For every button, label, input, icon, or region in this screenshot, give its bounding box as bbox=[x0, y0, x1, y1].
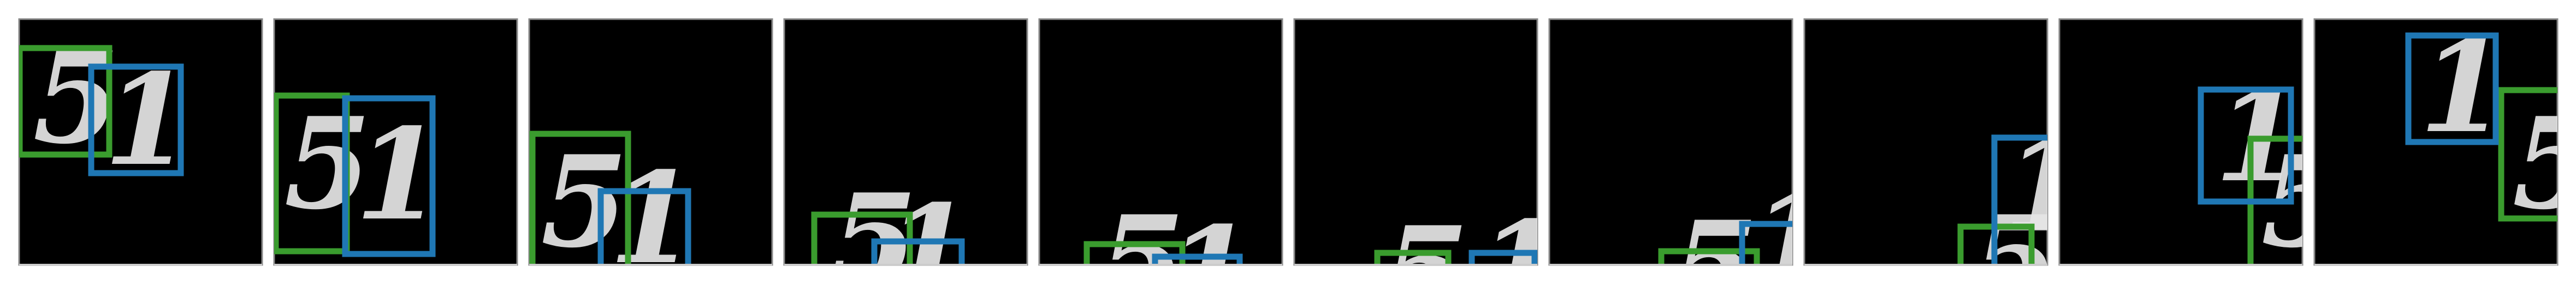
digit-5-glyph: 5 bbox=[1382, 199, 1469, 284]
frame-panel-2: 51 bbox=[273, 18, 518, 266]
blue-bounding-box bbox=[1468, 250, 1537, 265]
green-bounding-box bbox=[2498, 87, 2557, 222]
panel-background bbox=[18, 18, 263, 266]
blue-bounding-box bbox=[871, 238, 965, 265]
blue-bounding-box bbox=[1991, 134, 2047, 265]
frame-panel-8: 51 bbox=[1803, 18, 2048, 266]
blue-bounding-box bbox=[1152, 253, 1243, 265]
blue-bounding-box bbox=[88, 63, 184, 176]
digit-1-glyph: 1 bbox=[885, 177, 972, 284]
digit-1-glyph: 1 bbox=[609, 145, 696, 284]
green-bounding-box bbox=[1083, 241, 1186, 265]
green-bounding-box bbox=[811, 211, 913, 265]
digit-5-glyph: 5 bbox=[2261, 128, 2348, 276]
blue-bounding-box bbox=[2198, 86, 2294, 205]
blue-bounding-box bbox=[1739, 221, 1792, 265]
blue-bounding-box bbox=[2405, 32, 2499, 145]
panel-background bbox=[783, 18, 1028, 266]
digit-1-glyph: 1 bbox=[104, 46, 191, 194]
panel-background bbox=[273, 18, 518, 266]
green-bounding-box bbox=[1374, 250, 1452, 265]
digit-5-glyph: 5 bbox=[1671, 194, 1758, 284]
frame-panel-5: 51 bbox=[1038, 18, 1283, 284]
panel-background bbox=[1293, 18, 1538, 266]
digit-1-glyph: 1 bbox=[2419, 14, 2507, 161]
frame-panel-1: 51 bbox=[18, 18, 263, 266]
blue-bounding-box bbox=[597, 188, 691, 265]
panel-background bbox=[528, 18, 773, 266]
frame-panel-10: 51 bbox=[2313, 14, 2576, 266]
frame-panel-7: 51 bbox=[1548, 18, 1793, 284]
blue-bounding-box bbox=[342, 95, 436, 257]
green-bounding-box bbox=[529, 131, 631, 265]
panel-background bbox=[1038, 18, 1283, 266]
frame-panel-3: 51 bbox=[528, 18, 773, 284]
digit-5-glyph: 5 bbox=[541, 128, 628, 276]
green-bounding-box bbox=[1658, 248, 1760, 265]
frame-panel-4: 51 bbox=[783, 18, 1028, 284]
digit-5-glyph: 5 bbox=[1098, 188, 1185, 284]
frame-panel-9: 51 bbox=[2058, 18, 2348, 276]
digit-5-glyph: 5 bbox=[2512, 90, 2576, 238]
digit-5-glyph: 5 bbox=[284, 90, 371, 238]
green-bounding-box bbox=[19, 45, 112, 158]
digit-1-glyph: 1 bbox=[355, 101, 442, 248]
panel-background bbox=[2058, 18, 2303, 266]
